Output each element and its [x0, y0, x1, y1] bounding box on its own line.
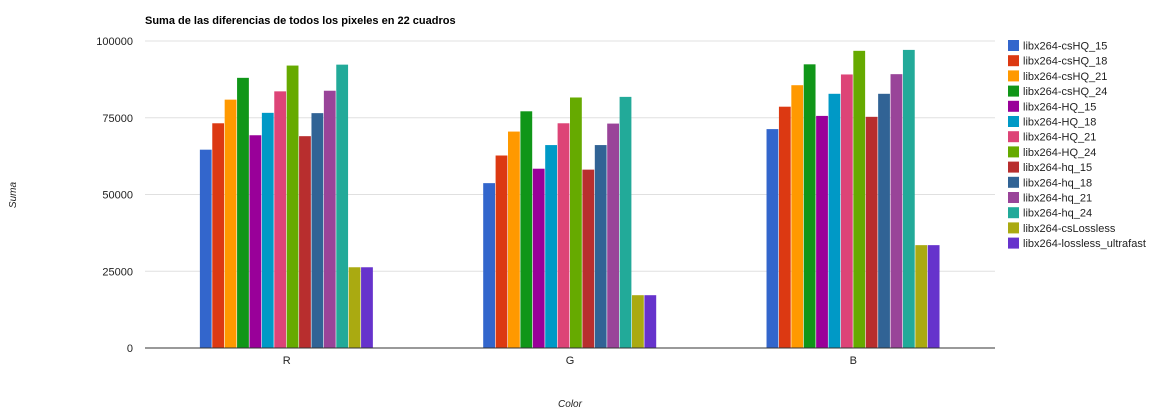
bar-libx264-csHQ_15-R [199, 149, 212, 348]
x-tick-label: G [566, 355, 575, 367]
bar-libx264-csHQ_18-R [212, 123, 225, 348]
legend-label: libx264-csLossless [1023, 223, 1116, 235]
bar-libx264-hq_15-B [865, 116, 878, 348]
bars [199, 49, 940, 349]
bar-libx264-hq_18-R [311, 113, 324, 348]
bar-libx264-hq_18-G [594, 145, 607, 348]
legend-swatch [1008, 192, 1019, 203]
legend-swatch [1008, 70, 1019, 82]
bar-libx264-HQ_15-G [532, 168, 545, 348]
bar-libx264-csHQ_21-G [508, 131, 520, 348]
legend-label: libx264-csHQ_24 [1023, 86, 1107, 98]
chart-title: Suma de las diferencias de todos los pix… [145, 15, 456, 27]
legend-label: libx264-csHQ_21 [1023, 71, 1107, 83]
legend-swatch [1008, 222, 1019, 234]
x-axis-label: Color [558, 399, 583, 410]
bar-libx264-HQ_15-B [816, 115, 828, 348]
x-tick-label: B [850, 355, 857, 367]
y-axis-ticks: 0 25000 50000 75000 100000 [96, 36, 133, 355]
bar-libx264-csHQ_24-B [803, 64, 816, 348]
bar-libx264-hq_21-B [890, 74, 903, 348]
bar-libx264-hq_24-G [619, 96, 632, 349]
legend-swatch [1008, 100, 1019, 112]
bar-libx264-hq_18-B [878, 93, 890, 348]
legend-swatch [1008, 116, 1019, 127]
legend: libx264-csHQ_15 libx264-csHQ_18 libx264-cs… [1008, 40, 1146, 250]
bar-libx264-hq_21-R [323, 90, 336, 348]
x-tick-label: R [283, 355, 291, 367]
bar-libx264-csHQ_15-G [483, 183, 495, 348]
y-axis-label: Suma [8, 182, 19, 209]
y-tick-label: 25000 [102, 266, 133, 278]
legend-label: libx264-hq_18 [1023, 177, 1092, 189]
bar-libx264-csHQ_24-R [237, 77, 249, 348]
bar-libx264-lossless_ultrafast-B [927, 245, 940, 348]
bar-libx264-csHQ_21-R [224, 99, 237, 348]
y-tick-label: 0 [127, 343, 133, 355]
bar-libx264-hq_24-B [902, 49, 915, 349]
legend-swatch [1008, 176, 1019, 188]
bar-libx264-csLossless-R [348, 267, 361, 348]
legend-swatch [1008, 237, 1019, 249]
legend-swatch [1008, 55, 1019, 67]
bar-libx264-HQ_21-R [274, 91, 287, 348]
bar-libx264-lossless_ultrafast-G [644, 295, 657, 348]
bar-libx264-csHQ_18-B [778, 106, 791, 348]
legend-swatch [1008, 131, 1019, 143]
legend-swatch [1008, 161, 1019, 173]
bar-libx264-hq_15-R [299, 136, 311, 348]
bar-libx264-hq_21-G [607, 123, 619, 348]
legend-swatch [1008, 207, 1019, 219]
bar-libx264-csHQ_15-B [766, 129, 779, 348]
bar-libx264-hq_15-G [582, 169, 595, 348]
y-tick-label: 75000 [102, 113, 133, 125]
legend-swatch [1008, 146, 1019, 158]
legend-label: libx264-HQ_21 [1023, 132, 1096, 144]
bar-libx264-csHQ_24-G [520, 111, 533, 348]
bar-libx264-HQ_24-R [286, 65, 299, 348]
bar-libx264-HQ_21-B [840, 74, 853, 349]
bar-libx264-HQ_18-B [828, 93, 841, 348]
bar-libx264-lossless_ultrafast-R [361, 267, 373, 348]
bar-libx264-HQ_24-B [853, 50, 866, 348]
bar-libx264-HQ_15-R [249, 135, 262, 348]
legend-label: libx264-csHQ_18 [1023, 56, 1107, 68]
bar-libx264-csHQ_18-G [495, 155, 508, 348]
bar-libx264-csLossless-B [915, 245, 928, 348]
legend-label: libx264-hq_15 [1023, 162, 1092, 174]
legend-label: libx264-HQ_15 [1023, 101, 1096, 113]
legend-swatch [1008, 85, 1019, 97]
bar-libx264-HQ_18-R [261, 112, 274, 348]
bar-libx264-csLossless-G [632, 295, 644, 348]
legend-swatch [1008, 40, 1019, 51]
legend-label: libx264-HQ_18 [1023, 117, 1096, 129]
legend-label: libx264-csHQ_15 [1023, 41, 1107, 53]
bar-libx264-HQ_21-G [557, 123, 570, 348]
legend-label: libx264-lossless_ultrafast [1023, 238, 1146, 250]
y-tick-label: 100000 [96, 36, 133, 48]
bar-libx264-HQ_24-G [570, 97, 582, 349]
bar-libx264-hq_24-R [336, 64, 349, 348]
legend-label: libx264-hq_21 [1023, 193, 1092, 205]
bar-libx264-HQ_18-G [545, 145, 557, 348]
legend-label: libx264-HQ_24 [1023, 147, 1096, 159]
y-tick-label: 50000 [102, 190, 133, 202]
legend-label: libx264-hq_24 [1023, 208, 1092, 220]
bar-libx264-csHQ_21-B [791, 85, 804, 349]
